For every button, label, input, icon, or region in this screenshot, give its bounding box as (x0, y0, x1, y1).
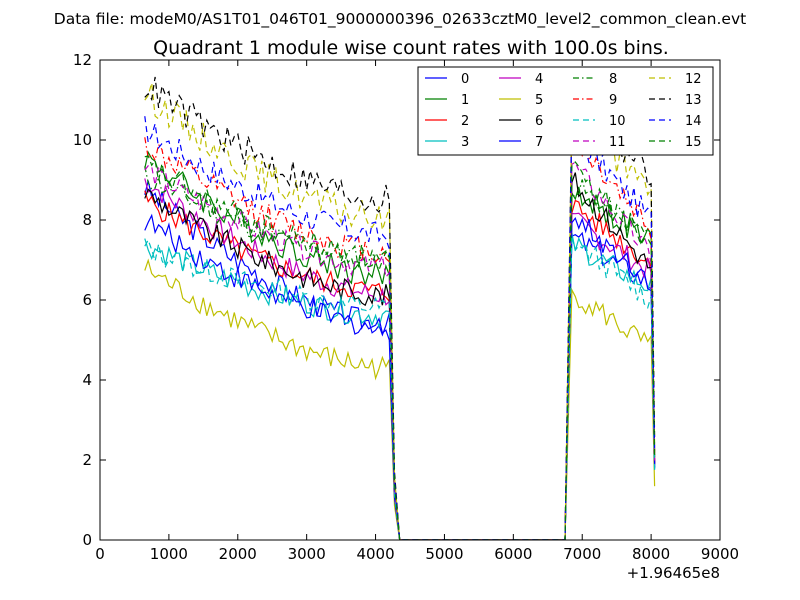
x-tick-label: 2000 (219, 545, 257, 563)
x-tick-label: 5000 (425, 545, 463, 563)
legend-label-11: 11 (609, 135, 626, 150)
series-line-15 (144, 155, 656, 540)
legend-label-5: 5 (535, 93, 543, 108)
x-tick-label: 3000 (288, 545, 326, 563)
legend-label-1: 1 (461, 93, 469, 108)
chart-title: Quadrant 1 module wise count rates with … (153, 37, 669, 59)
y-tick-label: 0 (82, 531, 92, 549)
legend-label-14: 14 (685, 114, 702, 129)
series-line-13 (144, 76, 656, 540)
y-tick-label: 6 (82, 291, 92, 309)
axis-ticks: 0 1000 2000 3000 4000 5000 6000 7000 8000 9000 0 2 4… (73, 51, 739, 563)
legend-label-12: 12 (685, 72, 702, 87)
y-tick-label: 12 (73, 51, 92, 69)
legend-label-8: 8 (609, 72, 617, 87)
x-tick-label: 9000 (701, 545, 739, 563)
y-tick-label: 8 (82, 211, 92, 229)
legend-label-3: 3 (461, 135, 469, 150)
legend-label-0: 0 (461, 72, 469, 87)
x-tick-label: 8000 (632, 545, 670, 563)
series-line-6 (144, 172, 656, 540)
series-line-7 (144, 213, 656, 540)
legend-label-2: 2 (461, 114, 469, 129)
series-line-2 (144, 190, 656, 540)
y-tick-label: 2 (82, 451, 92, 469)
x-tick-label: 1000 (150, 545, 188, 563)
x-tick-label: 0 (95, 545, 105, 563)
y-tick-label: 4 (82, 371, 92, 389)
legend-label-15: 15 (685, 135, 702, 150)
x-offset-label: +1.96465e8 (627, 564, 720, 582)
x-tick-label: 7000 (563, 545, 601, 563)
series-line-3 (144, 233, 656, 540)
series-line-10 (144, 235, 656, 540)
y-tick-label: 10 (73, 131, 92, 149)
series-line-14 (144, 116, 656, 540)
series-line-9 (144, 125, 656, 540)
legend-label-9: 9 (609, 93, 617, 108)
legend-box (417, 66, 714, 156)
x-tick-label: 6000 (494, 545, 532, 563)
series-line-8 (144, 166, 656, 540)
series-line-5 (144, 258, 656, 540)
series-line-1 (144, 150, 656, 540)
legend-label-4: 4 (535, 72, 543, 87)
data-file-header: Data file: modeM0/AS1T01_046T01_90000003… (54, 10, 746, 29)
series-line-4 (144, 178, 656, 540)
legend-label-10: 10 (609, 114, 626, 129)
legend-label-6: 6 (535, 114, 543, 129)
legend-label-13: 13 (685, 93, 702, 108)
legend-label-7: 7 (535, 135, 543, 150)
x-tick-label: 4000 (356, 545, 394, 563)
